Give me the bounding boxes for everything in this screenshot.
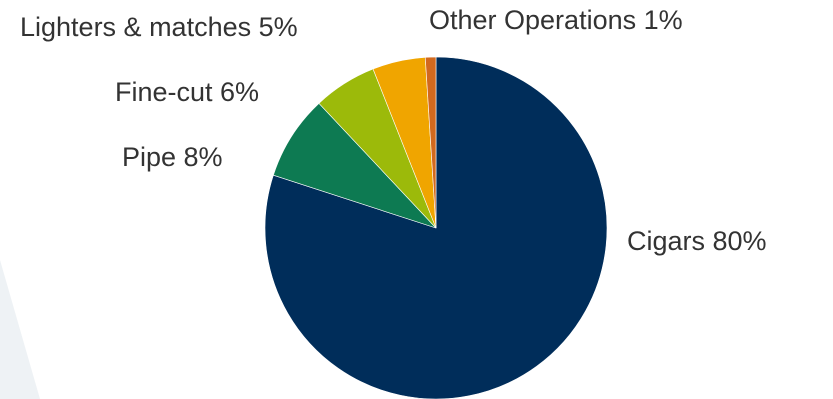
pie-slices: [264, 56, 608, 399]
slice-label-cigars: Cigars 80%: [627, 226, 767, 256]
slice-label-other-operations: Other Operations 1%: [429, 5, 683, 35]
slice-label-pipe: Pipe 8%: [122, 142, 223, 172]
pie-slice-cigars: [264, 56, 608, 399]
background-shape: [0, 260, 40, 399]
slice-label-lighters-matches: Lighters & matches 5%: [20, 12, 298, 42]
pie-labels: Cigars 80% Pipe 8% Fine-cut 6% Lighters …: [20, 5, 767, 256]
slice-label-fine-cut: Fine-cut 6%: [115, 77, 259, 107]
pie-slice-other-operations: [424, 56, 437, 229]
